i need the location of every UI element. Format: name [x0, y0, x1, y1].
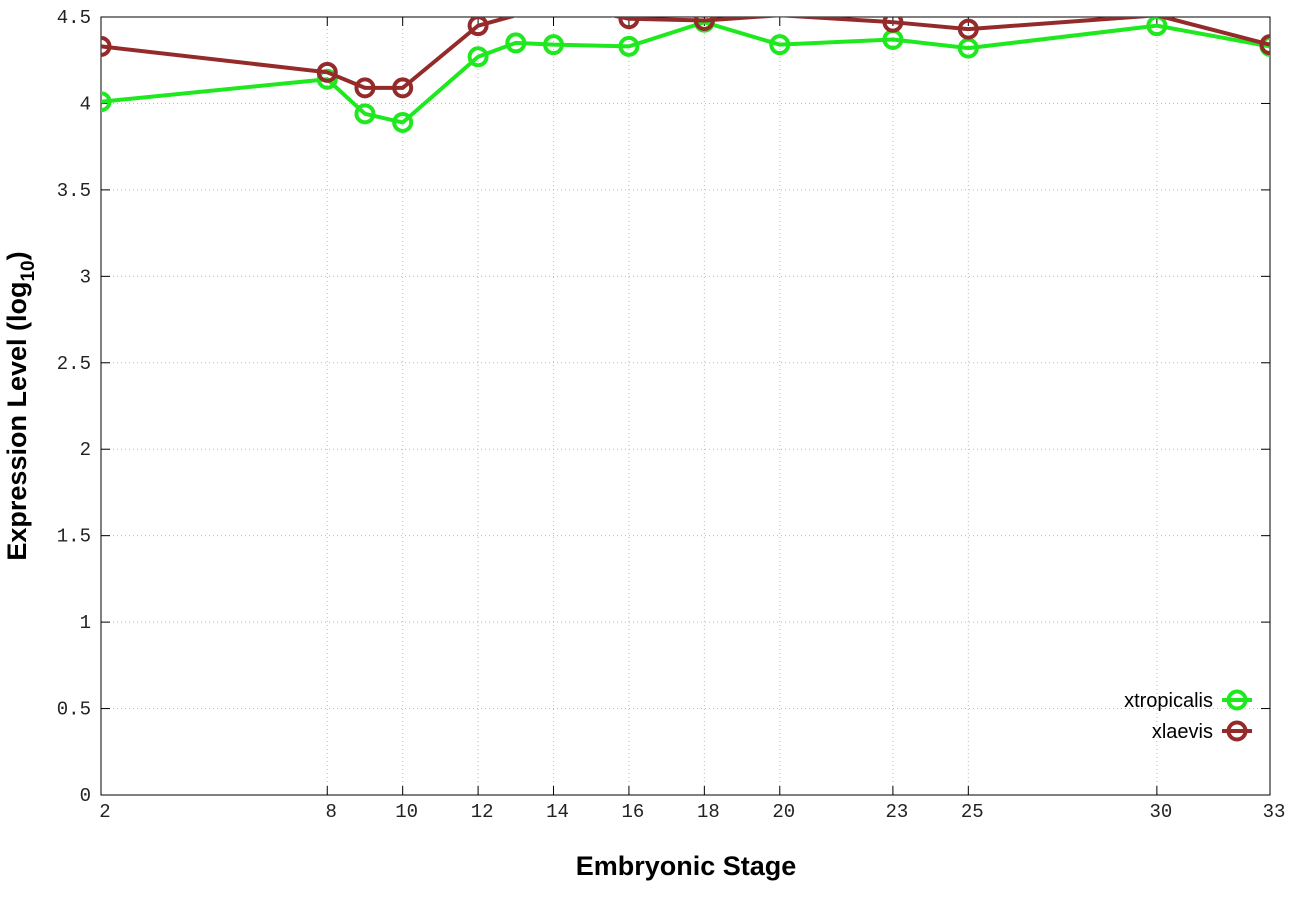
- data-point: [101, 91, 112, 113]
- data-point: [1259, 34, 1270, 56]
- series-line: [101, 17, 1270, 90]
- data-point: [392, 77, 414, 99]
- series-line: [101, 20, 1270, 125]
- legend-marker: [1226, 720, 1248, 742]
- y-tick-label: 3: [80, 266, 91, 288]
- x-tick-label: 33: [1263, 801, 1286, 823]
- data-point: [957, 37, 979, 59]
- x-tick-label: 20: [772, 801, 795, 823]
- data-point: [618, 35, 640, 57]
- y-tick-label: 4: [80, 93, 91, 115]
- data-point: [101, 35, 112, 57]
- data-point: [693, 17, 715, 31]
- data-point: [392, 111, 414, 133]
- data-point: [543, 34, 565, 56]
- data-point: [882, 17, 904, 33]
- y-tick-label: 2: [80, 439, 91, 461]
- x-tick-label: 18: [697, 801, 720, 823]
- data-point: [957, 18, 979, 40]
- y-axis-label: Expression Level (log10): [2, 251, 39, 560]
- y-tick-label: 2.5: [57, 353, 91, 375]
- y-label-suffix: ): [2, 251, 32, 260]
- y-tick-label: 1: [80, 612, 91, 634]
- data-point: [505, 32, 527, 54]
- x-tick-label: 12: [471, 801, 494, 823]
- x-tick-label: 14: [546, 801, 569, 823]
- x-tick-label: 10: [395, 801, 418, 823]
- data-point: [769, 34, 791, 56]
- plot-area: [101, 17, 1270, 133]
- y-tick-label: 3.5: [57, 180, 91, 202]
- x-tick-label: 2: [99, 801, 110, 823]
- data-point: [467, 17, 489, 37]
- x-axis-label: Embryonic Stage: [576, 851, 797, 881]
- x-tick-label: 8: [326, 801, 337, 823]
- data-point: [467, 46, 489, 68]
- data-point: [354, 77, 376, 99]
- x-tick-label: 25: [961, 801, 984, 823]
- y-tick-label: 4.5: [57, 7, 91, 29]
- data-point: [354, 103, 376, 125]
- y-label-subscript: 10: [18, 260, 39, 281]
- y-tick-label: 1.5: [57, 526, 91, 548]
- x-tick-label: 30: [1149, 801, 1172, 823]
- legend-marker: [1226, 689, 1248, 711]
- x-tick-label: 16: [622, 801, 645, 823]
- y-tick-label: 0.5: [57, 699, 91, 721]
- x-tick-label: 23: [885, 801, 908, 823]
- y-label-text: Expression Level (log: [2, 282, 32, 561]
- plot-frame: [100, 16, 1271, 796]
- y-tick-label: 0: [80, 785, 91, 807]
- legend-label: xlaevis: [1152, 721, 1213, 743]
- legend-label: xtropicalis: [1124, 690, 1213, 712]
- data-point: [316, 61, 338, 83]
- data-point: [618, 17, 640, 30]
